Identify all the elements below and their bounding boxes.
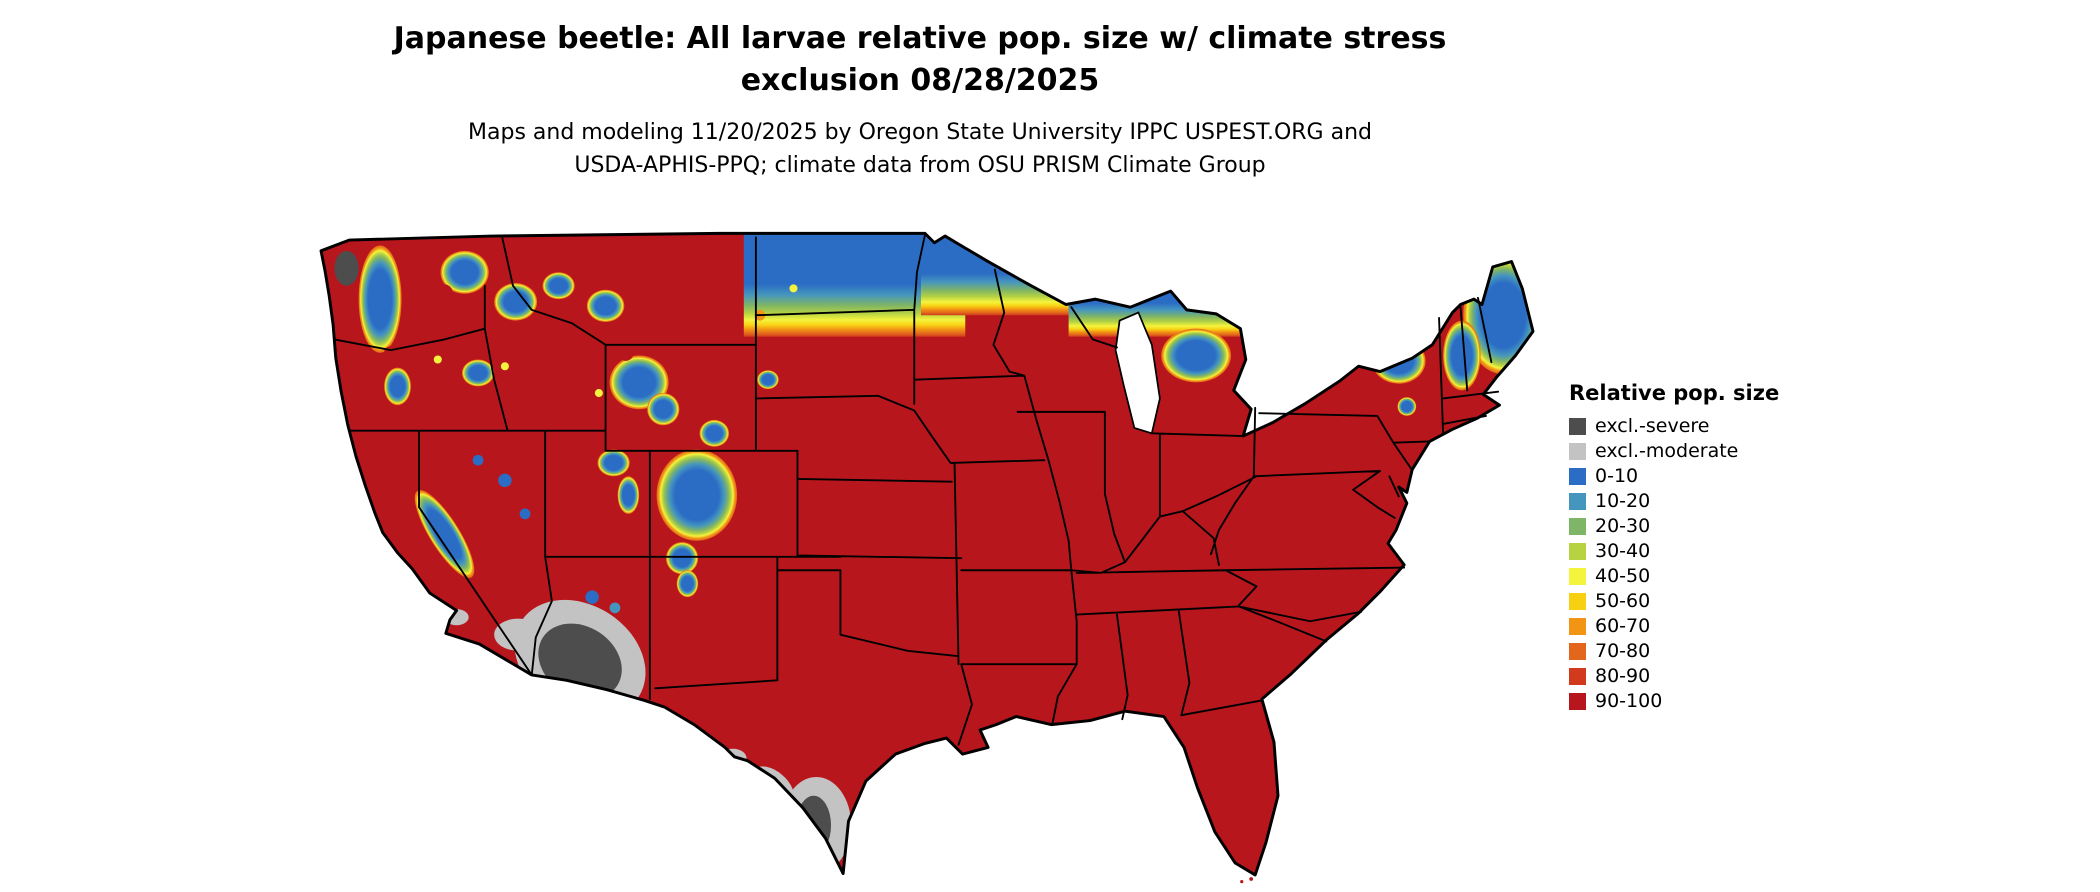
legend-label: excl.-severe	[1595, 415, 1710, 437]
legend-label: 20-30	[1595, 515, 1651, 537]
subtitle-line-1: Maps and modeling 11/20/2025 by Oregon S…	[468, 120, 1372, 145]
legend-swatch	[1569, 618, 1586, 635]
nevada-speck-1	[498, 473, 512, 488]
speck	[384, 346, 398, 360]
speck	[594, 389, 603, 398]
legend-item: 70-80	[1569, 639, 1779, 664]
uinta-coldspot	[597, 449, 630, 477]
catskills-coldspot	[1397, 397, 1417, 416]
legend-swatch	[1569, 693, 1586, 710]
legend-label: 60-70	[1595, 615, 1651, 637]
legend-label: 30-40	[1595, 540, 1651, 562]
legend-item: 30-40	[1569, 539, 1779, 564]
speck	[484, 312, 499, 326]
nevada-speck-2	[519, 508, 531, 520]
legend-item: 0-10	[1569, 464, 1779, 489]
subtitle-line-2: USDA-APHIS-PPQ; climate data from OSU PR…	[574, 153, 1266, 178]
legend-swatch	[1569, 493, 1586, 510]
black-hills-coldspot	[757, 370, 779, 390]
legend-item: 40-50	[1569, 564, 1779, 589]
florida-keys-dot	[1249, 877, 1254, 881]
legend-swatch	[1569, 443, 1586, 460]
sierra-nevada-coldspot	[414, 490, 475, 578]
se-wyoming-coldspot	[699, 419, 730, 447]
adirondacks-coldspot	[1371, 338, 1426, 384]
legend-item: 10-20	[1569, 489, 1779, 514]
legend-item: 80-90	[1569, 664, 1779, 689]
page-subtitle: Maps and modeling 11/20/2025 by Oregon S…	[0, 116, 1840, 182]
legend-swatch	[1569, 468, 1586, 485]
upper-michigan-cold-band	[1068, 269, 1250, 337]
title-line-2: exclusion 08/28/2025	[740, 63, 1100, 98]
montana-rockies-coldspot	[586, 289, 625, 322]
colorado-rockies-coldspot	[656, 449, 738, 541]
state-borders	[333, 233, 1500, 746]
legend-swatch	[1569, 593, 1586, 610]
legend-item: 50-60	[1569, 589, 1779, 614]
speck	[789, 284, 798, 293]
speck	[433, 355, 442, 364]
speck	[617, 344, 634, 361]
florida-keys-dot	[1240, 880, 1244, 884]
title-line-1: Japanese beetle: All larvae relative pop…	[393, 21, 1447, 56]
idaho-coldspot	[494, 283, 538, 321]
north-lower-michigan-coldspot	[1161, 328, 1232, 383]
legend-label: 0-10	[1595, 465, 1639, 487]
legend-label: 50-60	[1595, 590, 1651, 612]
legend-swatch	[1569, 418, 1586, 435]
wasatch-coldspot	[617, 476, 640, 514]
speck	[645, 453, 660, 467]
legend-swatch	[1569, 568, 1586, 585]
mogollon-speck-2	[609, 602, 621, 614]
speck	[436, 284, 453, 301]
legend: Relative pop. size excl.-severe excl.-mod…	[1569, 381, 1779, 714]
legend-label: 80-90	[1595, 665, 1651, 687]
legend-item: 90-100	[1569, 689, 1779, 714]
legend-item: excl.-severe	[1569, 414, 1779, 439]
legend-label: 70-80	[1595, 640, 1651, 662]
olympics-exclusion-severe	[334, 250, 359, 286]
legend-label: 40-50	[1595, 565, 1651, 587]
wind-river-coldspot	[647, 393, 680, 426]
blue-mountains-coldspot	[461, 359, 495, 387]
page-title: Japanese beetle: All larvae relative pop…	[0, 18, 1840, 102]
san-juan-coldspot	[665, 542, 699, 575]
us-map	[317, 231, 1535, 884]
se-california-exclusion-moderate	[494, 618, 543, 651]
legend-swatch	[1569, 643, 1586, 660]
nevada-speck-3	[472, 454, 484, 466]
mogollon-speck-1	[585, 590, 599, 604]
legend-item: excl.-moderate	[1569, 439, 1779, 464]
us-map-svg	[319, 231, 1535, 884]
legend-item: 60-70	[1569, 614, 1779, 639]
legend-swatch	[1569, 543, 1586, 560]
north-idaho-coldspot	[440, 250, 489, 294]
legend-swatch	[1569, 518, 1586, 535]
figure-header: Japanese beetle: All larvae relative pop…	[0, 18, 1840, 182]
vermont-nh-coldspot	[1443, 320, 1481, 391]
speck	[531, 265, 546, 280]
legend-label: 90-100	[1595, 690, 1663, 712]
north-new-mexico-coldspot	[676, 570, 699, 598]
cascades-coldspot	[358, 245, 402, 353]
legend-swatch	[1569, 668, 1586, 685]
legend-title: Relative pop. size	[1569, 381, 1780, 405]
nw-montana-coldspot	[542, 272, 575, 300]
legend-label: 10-20	[1595, 490, 1651, 512]
legend-items: excl.-severe excl.-moderate 0-10 10-20 20-30…	[1569, 414, 1779, 714]
yellowstone-coldspot	[609, 355, 669, 410]
legend-label: excl.-moderate	[1595, 440, 1739, 462]
legend-item: 20-30	[1569, 514, 1779, 539]
oregon-cascades-coldspot	[384, 367, 411, 406]
speck	[500, 362, 509, 371]
